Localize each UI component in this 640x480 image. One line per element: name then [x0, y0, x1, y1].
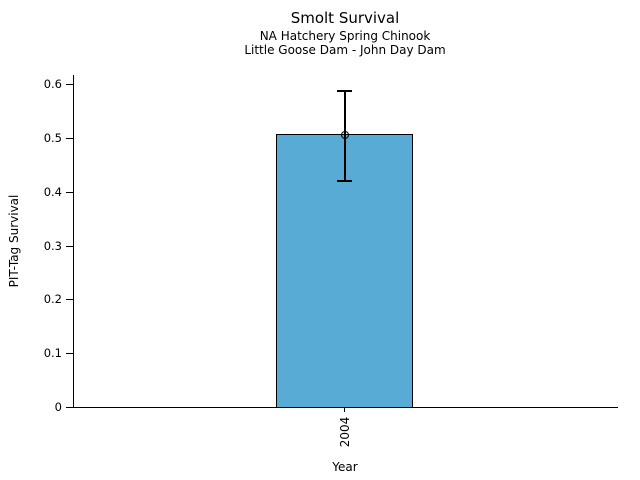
y-tick-0 [66, 407, 73, 408]
x-axis-label: Year [332, 460, 358, 474]
y-tick-label-0: 0 [54, 400, 62, 414]
y-tick-label-0_4: 0.4 [43, 185, 62, 199]
y-tick-0_1 [66, 353, 73, 354]
y-tick-0_6 [66, 84, 73, 85]
y-axis-label: PIT-Tag Survival [7, 194, 21, 288]
x-tick-label-2004: 2004 [338, 416, 352, 448]
y-tick-0_2 [66, 299, 73, 300]
error-bar-cap-top [337, 90, 352, 92]
y-tick-label-0_1: 0.1 [43, 346, 62, 360]
chart-subtitle-line1: NA Hatchery Spring Chinook [259, 29, 431, 43]
data-point-marker-icon [341, 131, 349, 139]
y-tick-label-0_2: 0.2 [43, 292, 62, 306]
chart-subtitle-line2: Little Goose Dam - John Day Dam [244, 43, 446, 57]
y-tick-label-0_6: 0.6 [43, 77, 62, 91]
y-tick-0_4 [66, 192, 73, 193]
y-axis-spine [73, 75, 74, 408]
y-tick-label-0_5: 0.5 [43, 131, 62, 145]
y-tick-0_5 [66, 138, 73, 139]
y-tick-label-0_3: 0.3 [43, 239, 62, 253]
chart-title: Smolt Survival [290, 9, 400, 27]
y-tick-0_3 [66, 246, 73, 247]
x-tick-2004 [344, 408, 345, 412]
error-bar-cap-bottom [337, 180, 352, 182]
